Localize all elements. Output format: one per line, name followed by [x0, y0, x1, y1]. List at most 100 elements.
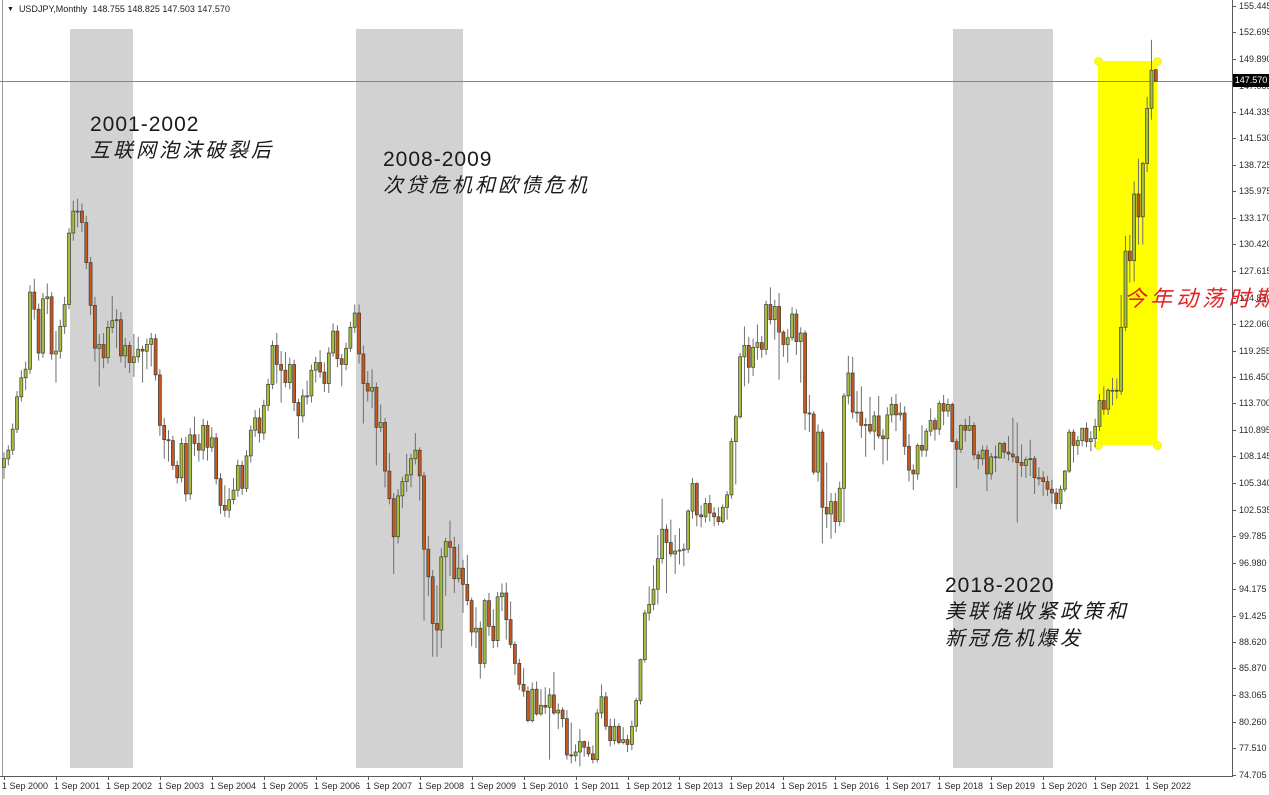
price-axis-label: 116.450	[1239, 372, 1269, 382]
candle-body	[513, 644, 517, 664]
candle-body	[920, 445, 924, 451]
candle-body	[543, 704, 548, 708]
candle-body	[443, 541, 448, 558]
candle-body	[1097, 400, 1102, 427]
candle-body	[248, 429, 253, 457]
candle-body	[67, 232, 71, 305]
candle-body	[630, 725, 634, 745]
time-axis-tick	[783, 777, 784, 780]
yellow-box-handle[interactable]	[1094, 57, 1103, 66]
price-axis-label: 124.810	[1239, 293, 1269, 303]
candle-body	[6, 449, 11, 460]
candle-body	[474, 627, 478, 633]
price-axis-line	[1232, 0, 1233, 777]
candle-body	[227, 499, 232, 511]
candle-body	[205, 425, 210, 448]
time-axis-tick	[628, 777, 629, 780]
time-axis-tick	[264, 777, 265, 780]
price-axis-label: 94.175	[1239, 584, 1267, 594]
candle-body	[422, 475, 426, 550]
price-axis-label: 99.785	[1239, 531, 1267, 541]
candle-body	[660, 528, 665, 560]
candle-body	[993, 456, 998, 459]
price-axis[interactable]: 155.445152.695149.890147.085144.335141.5…	[1233, 0, 1269, 780]
candle-body	[184, 443, 188, 495]
candle-body	[166, 439, 171, 442]
candle-body	[1024, 459, 1028, 466]
symbol-dropdown-icon[interactable]: ▼	[7, 5, 14, 13]
time-axis-tick	[472, 777, 473, 780]
price-axis-tick	[1233, 483, 1236, 484]
candle-body	[162, 425, 167, 441]
time-axis-tick	[887, 777, 888, 780]
candle-body	[1058, 488, 1063, 504]
price-axis-label: 77.510	[1239, 743, 1267, 753]
time-axis-tick	[731, 777, 732, 780]
candle-body	[859, 411, 864, 426]
candle-body	[876, 415, 881, 437]
candle-body	[88, 262, 93, 306]
candle-body	[625, 739, 630, 745]
candle-body	[1149, 69, 1154, 109]
candle-body	[642, 612, 647, 661]
candle-body	[448, 541, 452, 548]
candle-body	[214, 437, 219, 480]
price-axis-tick	[1233, 165, 1236, 166]
candle-body	[655, 558, 660, 590]
time-axis-label: 1 Sep 2008	[418, 781, 465, 791]
candle-body	[850, 372, 855, 413]
candle-body	[41, 298, 45, 354]
time-axis-tick	[160, 777, 161, 780]
candle-body	[374, 386, 379, 428]
plot-area[interactable]: 2001-2002 互联网泡沫破裂后 2008-2009 次贷危机和欧债危机 2018-…	[0, 0, 1269, 776]
price-axis-tick	[1233, 138, 1236, 139]
annotation-text-line: 互联网泡沫破裂后	[90, 140, 274, 162]
price-axis-label: 102.535	[1239, 505, 1269, 515]
candle-body	[1123, 250, 1128, 328]
time-axis-label: 1 Sep 2002	[106, 781, 153, 791]
yellow-box-handle[interactable]	[1153, 441, 1162, 450]
candle-body	[153, 338, 158, 376]
candle-body	[1054, 492, 1059, 504]
candle-body	[833, 501, 838, 522]
time-axis-label: 1 Sep 2019	[989, 781, 1036, 791]
candle-body	[396, 495, 400, 538]
candle-body	[725, 494, 729, 508]
time-axis-tick	[56, 777, 57, 780]
price-axis-label: 80.260	[1239, 717, 1267, 727]
candle-body	[36, 308, 41, 354]
price-axis-tick	[1233, 589, 1236, 590]
candle-body	[664, 528, 669, 543]
candle-body	[32, 291, 37, 310]
candle-body	[400, 481, 405, 497]
time-axis-label: 1 Sep 2003	[158, 781, 205, 791]
candle-body	[266, 384, 270, 406]
candle-body	[560, 709, 565, 720]
candle-body	[907, 445, 911, 471]
symbol-title: USDJPY,Monthly	[18, 4, 88, 14]
candle-body	[565, 718, 569, 756]
candle-body	[963, 425, 968, 431]
price-axis-label: 74.705	[1239, 770, 1267, 780]
candle-body	[1011, 453, 1015, 458]
price-axis-tick	[1233, 722, 1236, 723]
candle-body	[391, 498, 396, 538]
candle-body	[179, 443, 184, 479]
time-axis-tick	[991, 777, 992, 780]
candle-body	[933, 420, 937, 430]
price-axis-tick	[1233, 298, 1236, 299]
candle-body	[941, 403, 946, 412]
candle-body	[19, 377, 24, 398]
yellow-box-handle[interactable]	[1094, 441, 1103, 450]
price-axis-tick	[1233, 563, 1236, 564]
yellow-box-handle[interactable]	[1153, 57, 1162, 66]
candle-body	[495, 596, 500, 641]
candle-body	[647, 604, 652, 614]
time-axis[interactable]: 1 Sep 2000 1 Sep 2001 1 Sep 2002 1 Sep 2003…	[0, 777, 1269, 795]
candle-body	[1028, 458, 1033, 461]
candle-body	[530, 688, 535, 721]
price-axis-tick	[1233, 536, 1236, 537]
price-axis-label: 135.975	[1239, 186, 1269, 196]
candle-body	[790, 313, 794, 339]
candle-body	[681, 548, 686, 551]
